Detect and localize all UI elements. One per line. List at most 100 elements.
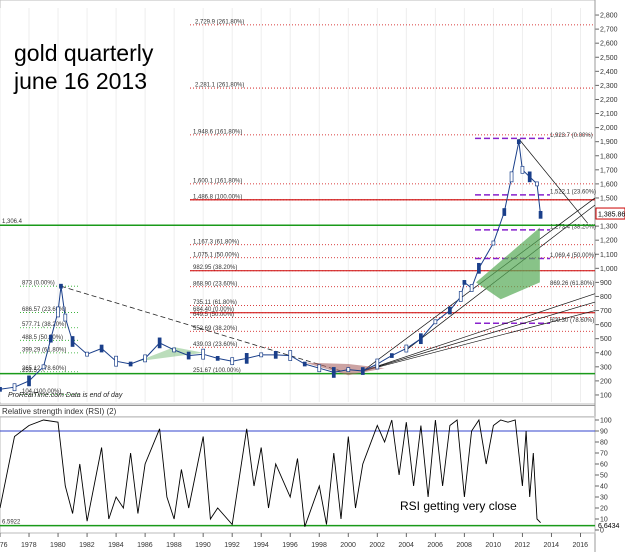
right-fib-label: 1,069.4 (50.00%) (550, 253, 596, 259)
fan-line (362, 301, 596, 372)
price-tick-label: 1,100 (600, 252, 618, 259)
price-tick-label: 2,400 (600, 69, 618, 76)
price-candle (230, 357, 235, 366)
fib-level-label: 649.5 (50.00%) (193, 312, 234, 318)
price-candle (509, 171, 514, 183)
price-candle (458, 291, 463, 302)
price-tick-label: 1,700 (600, 167, 618, 174)
price-tick-label: 2,200 (600, 97, 618, 104)
rsi-tick-label: 20 (600, 506, 608, 513)
price-candle (273, 351, 278, 359)
price-candle (186, 351, 191, 360)
rsi-tick-label: 10 (600, 517, 608, 524)
price-tick-label: 100 (600, 392, 612, 399)
price-candle (516, 139, 521, 145)
price-tick-label: 2,800 (600, 13, 618, 20)
price-candle (27, 375, 31, 387)
rsi-panel: 0 10 20 30 40 50 60 70 80 90 100 6.5922 6.6434 1976 19… (0, 416, 620, 549)
fib-level-label: 552.69 (38.20%) (193, 326, 237, 332)
right-fib-label: 1,273.4 (38.20%) (550, 224, 596, 230)
time-tick-label: 2016 (572, 542, 588, 549)
price-candle (331, 367, 336, 378)
time-tick-label: 1986 (137, 542, 153, 549)
price-candle (114, 355, 118, 367)
time-tick-label: 2000 (340, 542, 356, 549)
rsi-left-value: 6.5922 (2, 520, 21, 526)
fib-level-label: 1,948.6 (161.80%) (193, 129, 242, 135)
time-tick-label: 1984 (108, 542, 124, 549)
price-candle (360, 367, 365, 375)
time-tick-label: 1990 (195, 542, 211, 549)
price-tick-label: 2,000 (600, 125, 618, 132)
price-candle (535, 181, 539, 187)
fan-line (362, 310, 596, 372)
price-candle (70, 336, 75, 347)
price-candle (462, 280, 467, 285)
price-tick-label: 1,600 (600, 181, 618, 188)
time-tick-label: 1994 (253, 542, 269, 549)
price-candle (201, 348, 206, 360)
rsi-tick-label: 80 (600, 440, 608, 447)
price-tick-label: 2,300 (600, 83, 618, 90)
left-fib-label: 686.57 (23.60%) (22, 307, 66, 313)
rsi-plot-area (0, 416, 596, 534)
price-candle (259, 352, 264, 358)
price-candle (128, 361, 133, 367)
price-candle (433, 319, 438, 325)
price-candle (99, 344, 104, 353)
fan-line (518, 138, 589, 224)
rsi-tick-label: 60 (600, 462, 608, 469)
price-tick-label: 2,600 (600, 41, 618, 48)
time-tick-label: 2012 (514, 542, 530, 549)
fib-level-label: 1,600.1 (161.80%) (193, 178, 242, 184)
time-tick-label: 1988 (166, 542, 182, 549)
time-tick-label: 1980 (50, 542, 66, 549)
price-tick-label: 400 (600, 350, 612, 357)
price-candle (404, 344, 409, 353)
rsi-annotation: RSI getting very close (400, 499, 517, 513)
fib-level-label: 439.03 (23.60%) (193, 342, 237, 348)
price-tick-label: 700 (600, 308, 612, 315)
rsi-line (0, 418, 541, 527)
price-candle (215, 356, 220, 361)
fib-level-label: 684.40 (0.00%) (193, 307, 234, 313)
last-price-badge (595, 207, 625, 220)
fan-line (362, 197, 596, 372)
price-candle (85, 351, 89, 357)
fib-level-label: 1,167.3 (61.80%) (193, 239, 239, 245)
rsi-last-value: 6.6434 (598, 523, 620, 530)
right-fib-label: 869.26 (61.80%) (550, 281, 594, 287)
time-tick-label: 1992 (224, 542, 240, 549)
rsi-tick-label: 50 (600, 473, 608, 480)
price-candle (502, 208, 507, 216)
rsi-tick-label: 0 (600, 528, 604, 535)
price-candle (12, 383, 17, 392)
last-price-label: 1,385.86 (598, 212, 625, 219)
price-tick-label: 500 (600, 336, 612, 343)
right-fib-label: 609.30 (78.60%) (550, 318, 594, 324)
fib-level-label: 2,281.1 (261.80%) (195, 83, 244, 89)
left-fib-label: 104 (100.00%) (22, 389, 61, 395)
left-fib-label: 265.12 (78.60%) (22, 366, 66, 372)
price-tick-label: 900 (600, 280, 612, 287)
left-level-label: 1,306.4 (2, 219, 23, 225)
price-candle (172, 347, 176, 353)
time-tick-label: 1982 (79, 542, 95, 549)
price-tick-label: 1,900 (600, 139, 618, 146)
left-fib-label: 399.29 (61.80%) (22, 347, 66, 353)
downtrend-line (60, 285, 342, 372)
price-candle (56, 306, 60, 318)
left-fib-label: 251.5 (22, 368, 38, 374)
price-tick-label: 600 (600, 322, 612, 329)
left-fib-label: 488.5 (50.00%) (22, 335, 63, 341)
price-candle (419, 333, 423, 345)
price-candle (41, 364, 46, 370)
left-fib-label: 873 (0.00%) (22, 281, 55, 287)
price-candle (288, 350, 293, 361)
green-zone (476, 227, 540, 300)
fib-level-label: 1,075.1 (50.00%) (193, 252, 239, 258)
time-tick-label: 2004 (398, 542, 414, 549)
price-candle (157, 337, 162, 349)
right-fib-label: 1,522.1 (23.60%) (550, 189, 596, 195)
fib-level-label: 868.90 (23.60%) (193, 281, 237, 287)
